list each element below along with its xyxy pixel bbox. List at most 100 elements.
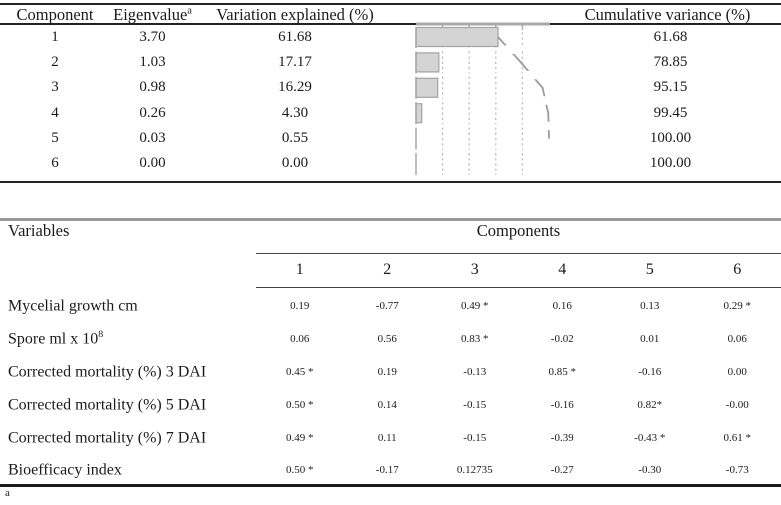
- table1-header-eigenvalue-text: Eigenvalue: [113, 5, 188, 24]
- loading-value: 0.83 *: [461, 332, 489, 345]
- table1-header-cumulative: Cumulative variance (%): [584, 5, 751, 24]
- row-label: Corrected mortality (%) 7 DAI: [0, 428, 256, 447]
- table1-header-eigenvalue-footnote-marker: a: [187, 5, 192, 17]
- cell-cumulative: 61.68: [653, 29, 688, 45]
- loading-value: -0.17: [375, 463, 399, 476]
- table1-header-component: Component: [16, 5, 94, 24]
- loading-value: -0.77: [375, 299, 399, 312]
- cell-eigenvalue: 3.70: [139, 29, 166, 45]
- table2-row-mortality-3dai: Corrected mortality (%) 3 DAI 0.45 * 0.1…: [0, 355, 781, 388]
- loading-value: 0.00: [727, 365, 747, 378]
- cell-variation: 0.55: [281, 130, 309, 146]
- row-label: Bioefficacy index: [0, 460, 256, 479]
- loading-value: 0.14: [377, 398, 397, 411]
- table1-header-variation: Variation explained (%): [216, 5, 374, 24]
- loading-value: -0.39: [550, 431, 574, 444]
- loading-value: -0.16: [550, 398, 574, 411]
- loading-value: 0.56: [377, 332, 397, 345]
- table1-bottom-rule: [0, 181, 781, 183]
- loading-value: 0.85 *: [548, 365, 577, 378]
- table2-row-mortality-5dai: Corrected mortality (%) 5 DAI 0.50 * 0.1…: [0, 388, 781, 421]
- variance-mini-chart: [415, 22, 550, 175]
- column-header: 4: [558, 261, 567, 278]
- row-label-text: Corrected mortality (%) 3 DAI: [8, 363, 207, 381]
- column-header: 5: [645, 261, 654, 278]
- column-header: 2: [383, 261, 392, 278]
- loading-value: -0.13: [463, 365, 487, 378]
- cell-variation: 17.17: [278, 54, 312, 70]
- cell-component: 3: [51, 79, 59, 95]
- column-header: 1: [295, 261, 304, 278]
- cell-eigenvalue: 0.00: [139, 155, 166, 171]
- table2-colnums-rule: [256, 287, 781, 289]
- cell-eigenvalue: 0.98: [139, 79, 166, 95]
- table1-header-rule: [0, 23, 781, 25]
- loading-value: 0.06: [727, 332, 747, 345]
- cell-eigenvalue: 0.03: [139, 130, 166, 146]
- row-label: Corrected mortality (%) 3 DAI: [0, 362, 256, 381]
- loading-value: 0.11: [377, 431, 397, 444]
- loading-value: 0.49 *: [286, 431, 314, 444]
- table2-row-mortality-7dai: Corrected mortality (%) 7 DAI 0.49 * 0.1…: [0, 421, 781, 454]
- row-label: Mycelial growth cm: [0, 296, 256, 315]
- loading-value: -0.16: [638, 365, 662, 378]
- cell-component: 5: [51, 130, 59, 146]
- row-label-text: Bioefficacy index: [8, 461, 122, 479]
- table2-top-rule: [0, 218, 781, 221]
- loading-value: 0.50 *: [286, 463, 314, 476]
- table2-header-variables: Variables: [8, 221, 70, 240]
- table2-row-mycelial-growth: Mycelial growth cm 0.19 -0.77 0.49 * 0.1…: [0, 289, 781, 322]
- loading-value: -0.27: [550, 463, 574, 476]
- loading-value: -0.15: [463, 398, 487, 411]
- table1-row: 4 0.26 4.30 99.45: [0, 101, 781, 126]
- loading-value: 0.45 *: [286, 365, 314, 378]
- cell-cumulative: 100.00: [649, 155, 692, 171]
- loading-value: -0.43 *: [634, 431, 666, 444]
- column-header: 6: [733, 261, 742, 278]
- table2-header-components: Components: [476, 221, 561, 240]
- column-header: 3: [470, 261, 479, 278]
- loading-value: 0.19: [377, 365, 397, 378]
- row-label-sup: 8: [98, 328, 104, 340]
- loading-value: 0.06: [290, 332, 310, 345]
- table1-row: 6 0.00 0.00 100.00: [0, 151, 781, 176]
- cell-component: 4: [51, 105, 59, 121]
- cell-component: 1: [51, 29, 59, 45]
- loading-value: 0.01: [640, 332, 660, 345]
- table2-row-bioefficacy: Bioefficacy index 0.50 * -0.17 0.12735 -…: [0, 453, 781, 486]
- loading-value: 0.29 *: [723, 299, 752, 312]
- table2-bottom-rule: [0, 484, 781, 487]
- row-label: Spore ml x 108: [0, 329, 256, 348]
- loading-value: -0.02: [550, 332, 574, 345]
- table1-row: 2 1.03 17.17 78.85: [0, 50, 781, 75]
- table1-row: 1 3.70 61.68 61.68: [0, 25, 781, 50]
- loading-value: -0.00: [725, 398, 749, 411]
- loading-value: 0.12735: [456, 463, 493, 476]
- cell-variation: 16.29: [278, 79, 312, 95]
- cell-cumulative: 78.85: [653, 54, 688, 70]
- cell-cumulative: 95.15: [653, 79, 688, 95]
- loading-value: 0.50 *: [286, 398, 314, 411]
- cell-cumulative: 100.00: [649, 130, 692, 146]
- cell-variation: 61.68: [278, 29, 312, 45]
- table1-header-row: Component Eigenvaluea Variation explaine…: [0, 5, 781, 25]
- loading-value: 0.49 *: [461, 299, 489, 312]
- table2-column-numbers-row: 1 2 3 4 5 6: [256, 258, 781, 282]
- footnote-marker: a: [5, 487, 10, 499]
- cell-eigenvalue: 0.26: [139, 105, 166, 121]
- row-label-text: Corrected mortality (%) 5 DAI: [8, 396, 207, 414]
- table1-header-eigenvalue: Eigenvaluea: [110, 5, 195, 25]
- cell-variation: 0.00: [281, 155, 309, 171]
- row-label-text: Spore ml x 10: [8, 330, 99, 348]
- row-label-text: Mycelial growth cm: [8, 297, 138, 315]
- row-label-text: Corrected mortality (%) 7 DAI: [8, 429, 207, 447]
- cell-component: 2: [51, 54, 59, 70]
- loading-value: -0.30: [638, 463, 662, 476]
- cell-eigenvalue: 1.03: [139, 54, 166, 70]
- loading-value: -0.73: [725, 463, 749, 476]
- table2-row-spore: Spore ml x 108 0.06 0.56 0.83 * -0.02 0.…: [0, 322, 781, 355]
- table1-top-rule: [0, 3, 781, 5]
- row-label: Corrected mortality (%) 5 DAI: [0, 395, 256, 414]
- loading-value: 0.13: [640, 299, 660, 312]
